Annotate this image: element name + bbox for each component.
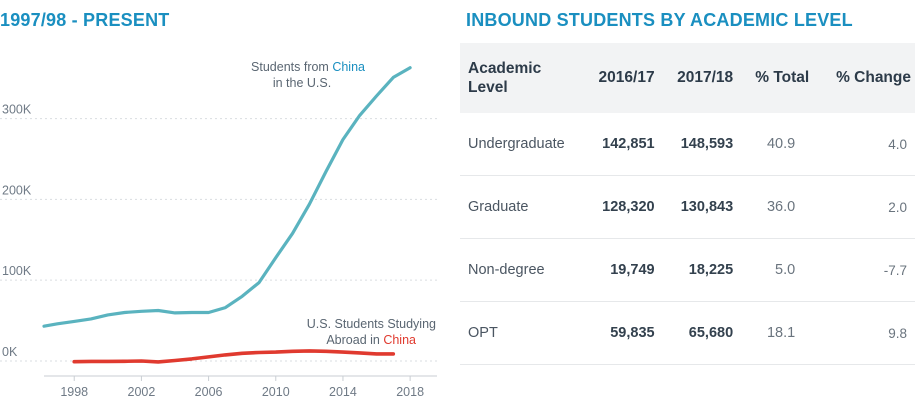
cell-2016-17: 128,320: [580, 175, 659, 239]
y-axis-ticks: 0K 100K 200K 300K: [2, 103, 32, 359]
header-academic-level-line2: Level: [468, 79, 508, 96]
cell-2016-17: 19,749: [580, 238, 659, 302]
table-title: INBOUND STUDENTS BY ACADEMIC LEVEL: [466, 10, 853, 30]
x-axis: 1998 2002 2006 2010 2014 2018: [44, 375, 437, 399]
cell-pct-total: 18.1: [737, 301, 814, 365]
cell-pct-change: 4.0: [813, 113, 915, 176]
annotation-china-prefix: Students from: [251, 60, 332, 74]
cell-level: OPT: [460, 301, 580, 365]
series-line-china-students: [42, 66, 412, 328]
header-pct-total: % Total: [755, 69, 810, 86]
cell-2017-18: 18,225: [658, 238, 738, 302]
annotation-us-accent: China: [383, 333, 416, 347]
annotation-us-prefix: Abroad in: [326, 333, 383, 347]
header-academic-level-line1: Academic: [468, 60, 542, 77]
cell-2016-17: 142,851: [580, 113, 659, 176]
cell-2017-18: 65,680: [658, 301, 738, 365]
chart-title: 1997/98 - PRESENT: [0, 10, 170, 30]
y-tick-label: 200K: [2, 183, 32, 197]
annotation-china-line2: in the U.S.: [273, 76, 331, 90]
cell-pct-total: 40.9: [737, 113, 814, 176]
data-table: Academic Level 2016/17 2017/18 % Total % …: [460, 43, 915, 365]
annotation-us-line2: Abroad in China: [326, 333, 416, 347]
cell-pct-change: 9.8: [813, 301, 915, 365]
cell-pct-change: 2.0: [813, 175, 915, 239]
cell-2017-18: 130,843: [658, 175, 738, 239]
annotation-china-accent: China: [332, 60, 365, 74]
y-tick-label: 100K: [2, 264, 32, 278]
x-tick-label: 2010: [262, 385, 290, 399]
cell-level: Non-degree: [460, 238, 580, 302]
y-tick-label: 300K: [2, 103, 32, 117]
series-lines: [42, 66, 412, 364]
y-tick-label: 0K: [2, 345, 18, 359]
table-row: Undergraduate 142,851 148,593 40.9 4.0: [460, 113, 915, 176]
table-row: Graduate 128,320 130,843 36.0 2.0: [460, 175, 915, 239]
table-row: OPT 59,835 65,680 18.1 9.8: [460, 301, 915, 365]
cell-2016-17: 59,835: [580, 301, 659, 365]
cell-2017-18: 148,593: [658, 113, 738, 176]
annotation-china-line1: Students from China: [251, 60, 365, 74]
inbound-students-table: Academic Level 2016/17 2017/18 % Total % …: [460, 43, 915, 365]
table-header-row: Academic Level 2016/17 2017/18 % Total % …: [460, 43, 915, 113]
series-line-us-students: [72, 349, 396, 364]
cell-level: Graduate: [460, 175, 580, 239]
annotation-us-line1: U.S. Students Studying: [307, 317, 436, 331]
header-academic-level: Academic Level: [460, 43, 580, 113]
x-tick-label: 2018: [396, 385, 424, 399]
cell-pct-change: -7.7: [813, 238, 915, 302]
cell-level: Undergraduate: [460, 113, 580, 176]
cell-pct-total: 36.0: [737, 175, 814, 239]
x-tick-label: 2002: [128, 385, 156, 399]
x-tick-label: 2006: [195, 385, 223, 399]
header-2017-18: 2017/18: [677, 69, 734, 86]
table-row: Non-degree 19,749 18,225 5.0 -7.7: [460, 238, 915, 302]
x-tick-label: 2014: [329, 385, 357, 399]
header-pct-change: % Change: [836, 69, 911, 86]
header-2016-17: 2016/17: [598, 69, 655, 86]
x-tick-label: 1998: [60, 385, 88, 399]
cell-pct-total: 5.0: [737, 238, 814, 302]
